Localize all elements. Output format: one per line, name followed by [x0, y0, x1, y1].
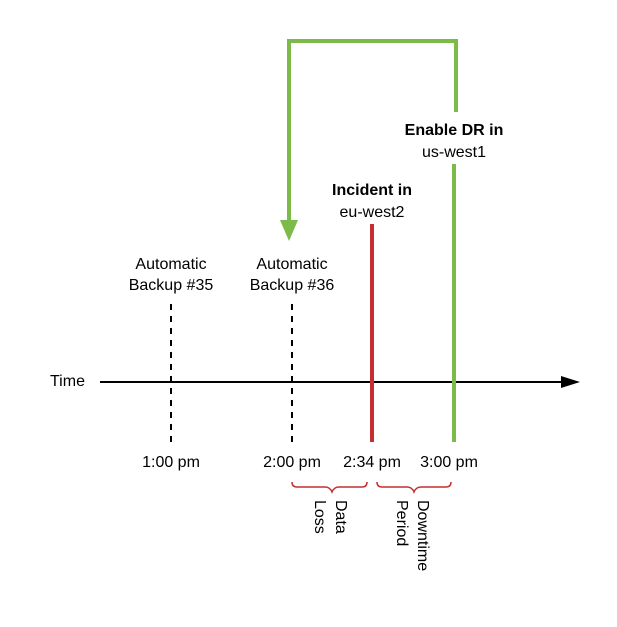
dr-restore-arrowhead — [280, 220, 298, 241]
downtime-label-line1: Downtime — [414, 500, 431, 571]
backup-35-label-line2: Backup #35 — [129, 277, 214, 294]
incident-title: Incident in — [332, 182, 412, 199]
data-loss-label-line2: Loss — [311, 500, 328, 534]
incident-region: eu-west2 — [340, 204, 405, 221]
backup-36-label-line2: Backup #36 — [250, 277, 335, 294]
dr-title: Enable DR in — [405, 122, 504, 139]
data-loss-label-line1: Data — [332, 500, 349, 534]
backup-36-label-line1: Automatic — [256, 256, 327, 273]
time-label-2: 2:00 pm — [263, 454, 321, 471]
backup-35-label-line1: Automatic — [135, 256, 206, 273]
downtime-label-line2: Period — [393, 500, 410, 546]
time-axis-label: Time — [50, 373, 85, 390]
dr-restore-connector — [287, 39, 458, 224]
time-axis-arrowhead — [561, 376, 580, 388]
time-label-1: 1:00 pm — [142, 454, 200, 471]
downtime-brace — [376, 481, 452, 495]
time-label-4: 3:00 pm — [420, 454, 478, 471]
data-loss-brace — [291, 481, 368, 495]
dr-region: us-west1 — [422, 144, 486, 161]
time-label-3: 2:34 pm — [343, 454, 401, 471]
